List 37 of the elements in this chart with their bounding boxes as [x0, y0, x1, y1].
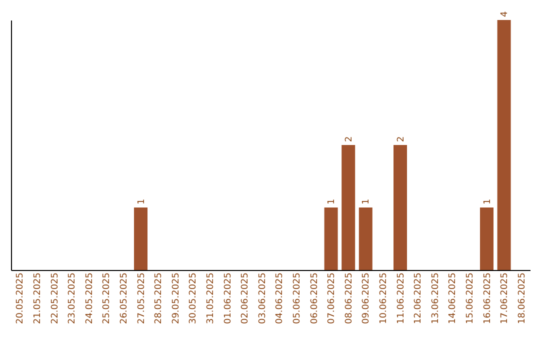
- x-tick-label: 15.06.2025: [465, 272, 476, 324]
- x-tick-label: 21.05.2025: [32, 272, 43, 324]
- data-label: 1: [362, 198, 372, 204]
- x-tick-label: 04.06.2025: [275, 272, 286, 324]
- x-tick-label: 11.06.2025: [396, 272, 406, 324]
- x-tick-label: 05.06.2025: [292, 272, 302, 324]
- x-tick-label: 26.05.2025: [119, 272, 130, 324]
- x-tick-label: 03.06.2025: [258, 272, 268, 324]
- x-tick-label: 09.06.2025: [362, 272, 372, 324]
- data-label: 1: [327, 198, 338, 204]
- x-tick-label: 17.06.2025: [500, 272, 510, 324]
- x-tick-label: 16.06.2025: [482, 272, 493, 324]
- x-tick-label: 25.05.2025: [102, 272, 112, 324]
- x-tick-label: 10.06.2025: [378, 272, 389, 324]
- data-label: 1: [136, 198, 147, 204]
- x-tick-label: 08.06.2025: [344, 272, 354, 324]
- x-tick-label: 31.05.2025: [206, 272, 216, 324]
- x-tick-label: 02.06.2025: [240, 272, 251, 324]
- x-tick-label: 20.05.2025: [16, 272, 26, 324]
- x-tick-label: 18.06.2025: [517, 272, 528, 324]
- x-tick-label: 14.06.2025: [448, 272, 458, 324]
- x-tick-label: 28.05.2025: [154, 272, 164, 324]
- data-label: 1: [482, 198, 493, 204]
- data-label: 4: [500, 11, 510, 17]
- x-tick-label: 24.05.2025: [84, 272, 95, 324]
- x-tick-label: 12.06.2025: [414, 272, 424, 324]
- data-label: 2: [396, 136, 406, 142]
- x-tick-label: 29.05.2025: [171, 272, 182, 324]
- x-tick-label: 07.06.2025: [327, 272, 338, 324]
- data-label: 2: [344, 136, 354, 142]
- x-tick-label: 27.05.2025: [136, 272, 147, 324]
- x-tick-label: 01.06.2025: [223, 272, 234, 324]
- x-tick-label: 13.06.2025: [430, 272, 441, 324]
- x-tick-label: 30.05.2025: [188, 272, 199, 324]
- x-tick-label: 06.06.2025: [310, 272, 320, 324]
- x-tick-label: 23.05.2025: [68, 272, 78, 324]
- x-tick-label: 22.05.2025: [50, 272, 60, 324]
